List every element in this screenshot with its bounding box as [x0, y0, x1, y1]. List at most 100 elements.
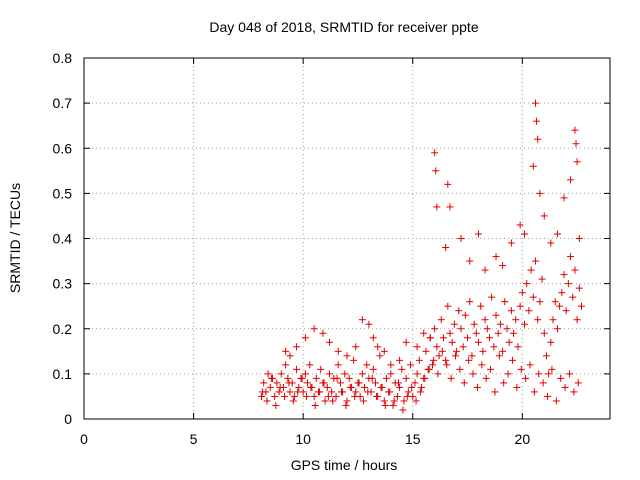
data-point [363, 361, 371, 369]
data-point [562, 307, 570, 315]
data-point [457, 235, 465, 242]
data-point [450, 320, 458, 328]
data-point [496, 320, 504, 328]
data-point [304, 379, 312, 387]
data-point [491, 388, 499, 396]
data-point [390, 397, 398, 405]
data-point [475, 230, 482, 238]
data-point [525, 307, 533, 315]
data-point [402, 338, 410, 346]
data-point [539, 379, 547, 387]
data-point [557, 374, 565, 382]
data-point [573, 316, 581, 324]
data-point [575, 235, 583, 242]
data-point [358, 370, 366, 378]
data-point [380, 347, 388, 355]
data-point [571, 126, 579, 134]
data-point [556, 302, 564, 310]
y-tick-label: 0.5 [53, 185, 73, 201]
data-point [276, 383, 284, 391]
data-point [343, 352, 351, 360]
data-point [437, 316, 445, 324]
data-point [534, 135, 542, 143]
data-point [263, 397, 271, 405]
data-point [311, 401, 319, 409]
data-point [492, 253, 500, 261]
data-point [351, 392, 359, 400]
data-point [359, 397, 367, 405]
data-point [485, 334, 493, 342]
data-point [495, 352, 503, 360]
data-point [549, 316, 557, 324]
data-point [482, 374, 490, 382]
data-point [302, 392, 310, 400]
data-point [275, 388, 283, 396]
data-point [420, 329, 428, 337]
data-point [530, 388, 538, 396]
data-point [310, 392, 318, 400]
data-point [358, 316, 366, 324]
data-point [323, 383, 331, 391]
data-point [416, 388, 424, 396]
data-point [404, 388, 412, 396]
data-point [477, 302, 485, 310]
y-tick-label: 0.8 [53, 50, 73, 66]
data-point [341, 370, 349, 378]
data-point [281, 392, 289, 400]
data-point [413, 343, 421, 351]
data-point [561, 383, 569, 391]
data-point [430, 356, 438, 364]
data-point [374, 343, 382, 351]
data-point [371, 379, 379, 387]
data-point [266, 383, 274, 391]
data-point [500, 379, 508, 387]
data-point [469, 370, 477, 378]
data-point [517, 365, 525, 373]
data-point [570, 388, 578, 396]
data-point [277, 370, 285, 378]
y-tick-label: 0 [64, 411, 72, 427]
data-point [540, 329, 548, 337]
data-point [466, 257, 474, 265]
data-point [319, 329, 327, 337]
data-point [431, 149, 439, 157]
data-point [426, 334, 434, 342]
data-point [488, 293, 496, 301]
data-point [365, 320, 373, 328]
data-point [289, 397, 297, 405]
data-point [483, 325, 491, 333]
data-point [456, 365, 464, 373]
data-point [273, 379, 281, 387]
data-point [267, 374, 275, 382]
data-point [260, 379, 268, 387]
data-point [553, 325, 561, 333]
data-point [387, 361, 395, 369]
data-point [545, 370, 553, 378]
data-point [472, 329, 480, 337]
data-point [373, 392, 381, 400]
data-point [412, 397, 420, 405]
data-point [565, 370, 573, 378]
data-point [508, 356, 516, 364]
data-point [377, 383, 385, 391]
data-point [350, 356, 358, 364]
data-point [421, 374, 429, 382]
data-point [272, 401, 280, 409]
data-point [334, 347, 342, 355]
data-point [531, 99, 539, 107]
data-point [396, 383, 404, 391]
x-tick-label: 20 [515, 431, 531, 447]
data-point [325, 370, 333, 378]
y-tick-label: 0.4 [53, 231, 73, 247]
data-point [526, 361, 534, 369]
data-point [425, 365, 433, 373]
data-point [336, 379, 344, 387]
data-point [386, 388, 394, 396]
data-point [320, 379, 328, 387]
x-tick-label: 5 [190, 431, 198, 447]
data-point [329, 397, 337, 405]
data-point [446, 329, 454, 337]
data-point [393, 392, 401, 400]
data-point [352, 343, 360, 351]
data-point [453, 347, 461, 355]
